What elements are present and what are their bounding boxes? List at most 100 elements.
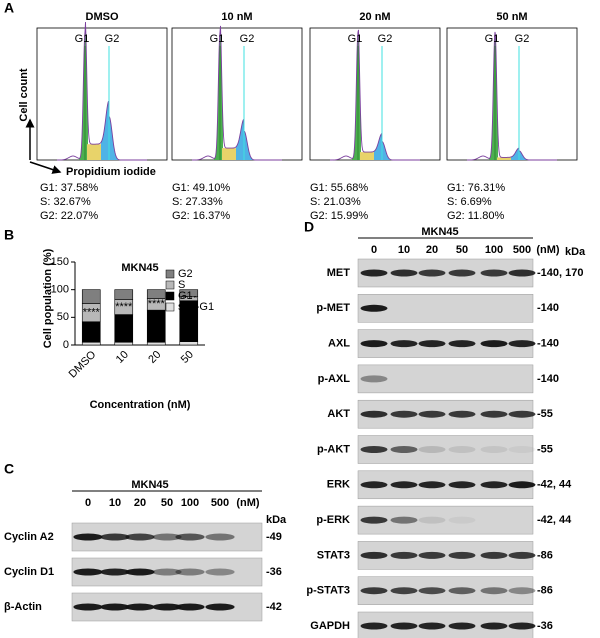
x-axis-label: Concentration (nM) <box>90 399 191 411</box>
band <box>418 587 446 595</box>
band <box>418 481 446 489</box>
cell-line: MKN45 <box>131 479 168 491</box>
band <box>448 587 476 595</box>
band <box>448 481 476 489</box>
lane-label: 500 <box>211 497 229 509</box>
stat-text: G2: 11.80% <box>447 210 504 222</box>
plot-title: DMSO <box>86 11 119 23</box>
band <box>418 340 446 348</box>
lane-label: 0 <box>85 497 91 509</box>
lane-label: 100 <box>181 497 199 509</box>
band <box>125 568 155 576</box>
annotation: **** <box>83 307 101 319</box>
band <box>448 551 476 559</box>
kda-value: -36 <box>266 566 282 578</box>
band <box>360 622 388 630</box>
band <box>152 568 182 576</box>
unit-label: (nM) <box>536 244 560 256</box>
bar-segment <box>146 309 166 343</box>
x-tick-label: DMSO <box>67 348 99 380</box>
protein-label: p-STAT3 <box>306 585 350 597</box>
band <box>480 340 508 348</box>
band <box>205 533 235 541</box>
band <box>390 410 418 418</box>
band <box>448 410 476 418</box>
bar-segment <box>81 341 101 346</box>
band <box>73 533 103 541</box>
plot-frame <box>446 27 578 161</box>
lane-label: 50 <box>456 244 468 256</box>
band <box>390 269 418 277</box>
band <box>390 481 418 489</box>
band <box>448 622 476 630</box>
stat-text: G2: 16.37% <box>172 210 230 222</box>
band <box>175 603 205 611</box>
band <box>390 551 418 559</box>
kda-value: -55 <box>537 408 553 420</box>
plot-frame <box>171 27 303 161</box>
x-axis-label: Propidium iodide <box>66 166 156 178</box>
kda-label: kDa <box>266 514 287 526</box>
stat-text: G1: 37.58% <box>40 182 98 194</box>
band <box>100 603 130 611</box>
x-tick-label: 10 <box>114 349 131 366</box>
y-tick-label: 50 <box>57 311 69 323</box>
arrow <box>29 161 62 174</box>
band <box>480 269 508 277</box>
bar-segment <box>114 341 134 346</box>
protein-label: Cyclin A2 <box>4 531 54 543</box>
stat-text: G1: 55.68% <box>310 182 368 194</box>
bar-segment <box>146 289 166 299</box>
band <box>480 446 508 453</box>
s-fill <box>497 157 513 160</box>
band <box>360 410 388 418</box>
kda-value: -140 <box>537 302 559 314</box>
band <box>100 568 130 576</box>
band <box>508 340 536 348</box>
kda-value: -36 <box>537 620 553 632</box>
protein-label: MET <box>327 267 351 279</box>
histogram <box>192 25 282 161</box>
x-tick-label: 20 <box>146 349 163 366</box>
lane-label: 20 <box>134 497 146 509</box>
plot-title: 20 nM <box>359 11 390 23</box>
band <box>480 481 508 489</box>
protein-label: AKT <box>327 408 350 420</box>
band <box>175 568 205 576</box>
stat-text: G2: 22.07% <box>40 210 98 222</box>
kda-value: -55 <box>537 443 553 455</box>
protein-label: p-AXL <box>318 373 351 385</box>
annotation: **** <box>148 298 166 310</box>
y-tick-label: 0 <box>63 339 69 351</box>
legend-swatch <box>165 280 175 290</box>
stat-text: G1: 49.10% <box>172 182 230 194</box>
band <box>152 533 182 541</box>
stat-text: S: 21.03% <box>310 196 361 208</box>
band <box>418 446 446 453</box>
panel-label: D <box>304 219 314 235</box>
stat-text: S: 6.69% <box>447 196 492 208</box>
band <box>418 410 446 418</box>
bar-segment <box>179 289 199 297</box>
band <box>360 481 388 489</box>
band <box>360 340 388 348</box>
gate-label: G1 <box>75 33 90 45</box>
band <box>480 410 508 418</box>
kda-value: -140 <box>537 338 559 350</box>
band <box>508 446 536 453</box>
protein-label: AXL <box>328 338 350 350</box>
band <box>480 622 508 630</box>
band <box>360 587 388 595</box>
protein-label: p-ERK <box>316 514 350 526</box>
bar-segment <box>114 314 134 343</box>
cell-line: MKN45 <box>421 226 458 238</box>
protein-label: ERK <box>327 479 350 491</box>
gate-label: G2 <box>515 33 530 45</box>
gate-label: G1 <box>485 33 500 45</box>
band <box>360 269 388 277</box>
annotation: **** <box>115 301 133 313</box>
band <box>508 587 536 595</box>
band <box>360 446 388 453</box>
band <box>360 551 388 559</box>
protein-label: GAPDH <box>310 620 350 632</box>
